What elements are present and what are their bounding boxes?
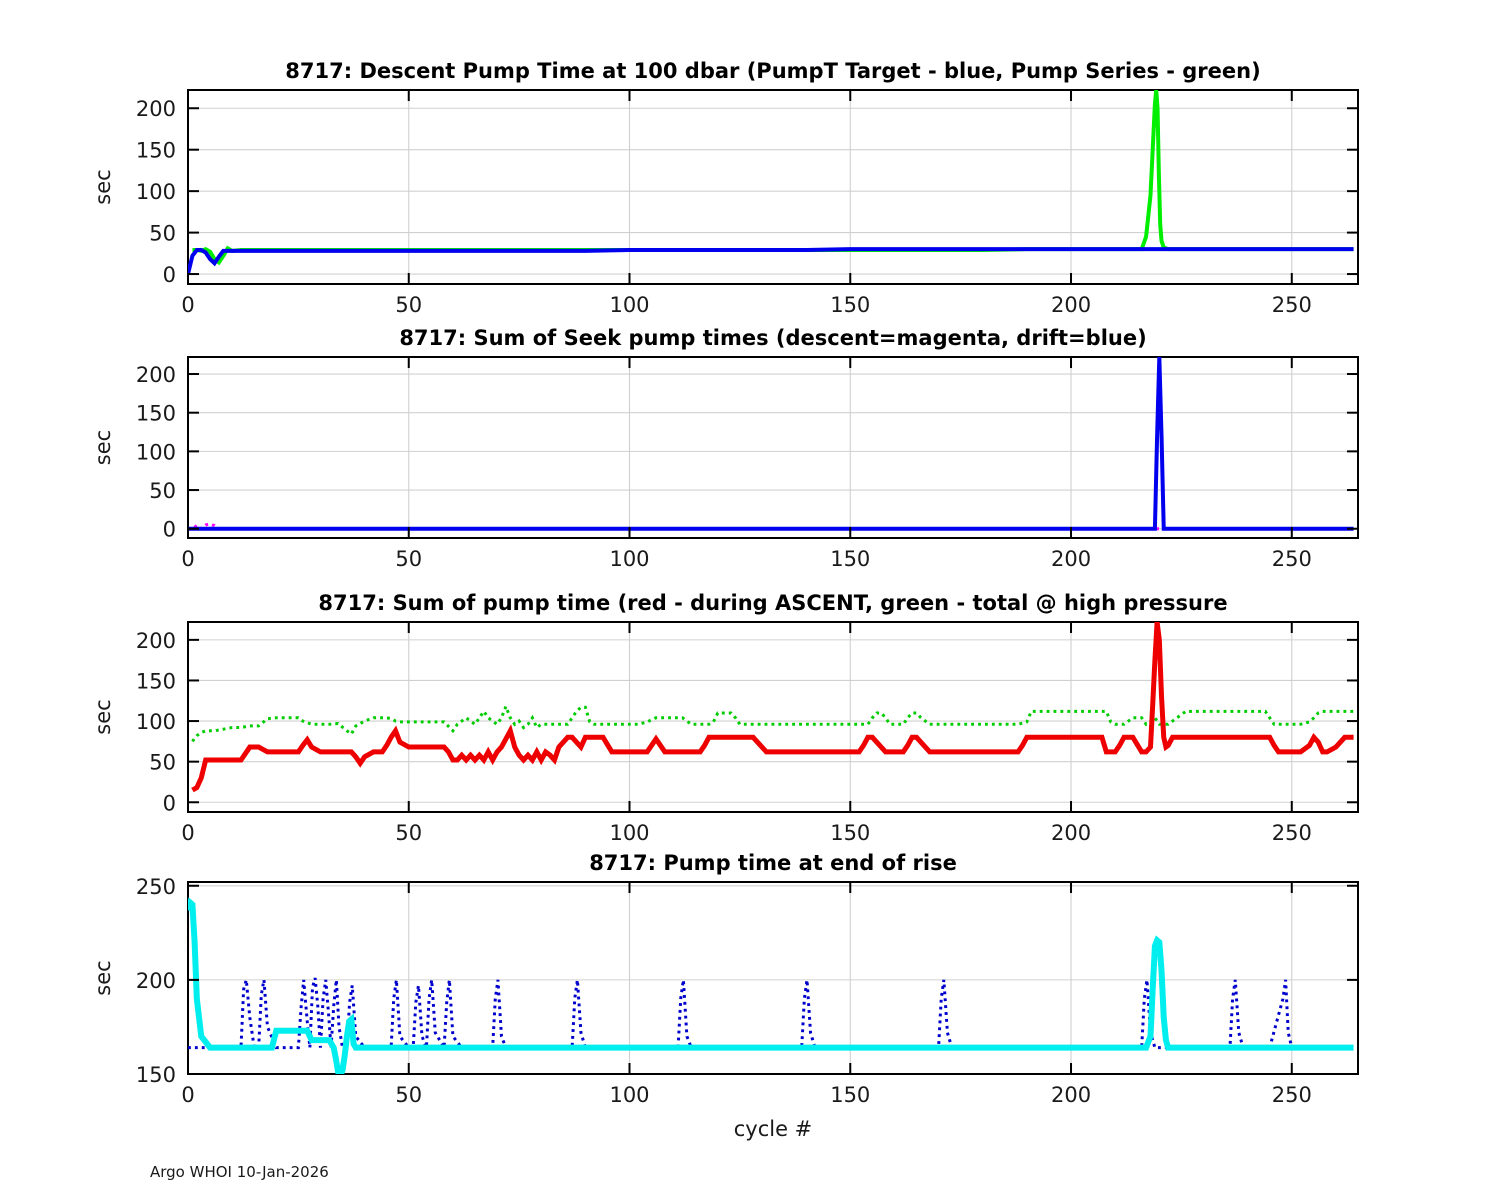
y-tick-label: 50 — [149, 751, 176, 775]
series-spikes — [188, 977, 1328, 1053]
y-tick-label: 150 — [136, 1063, 176, 1087]
panel-2-title: 8717: Sum of Seek pump times (descent=ma… — [399, 326, 1146, 350]
y-tick-label: 150 — [136, 402, 176, 426]
x-tick-label: 150 — [830, 821, 870, 845]
y-tick-label: 100 — [136, 710, 176, 734]
y-tick-label: 200 — [136, 629, 176, 653]
x-tick-label: 250 — [1272, 1083, 1312, 1107]
series-pumpt-target — [188, 247, 1354, 275]
panel-3: 8717: Sum of pump time (red - during ASC… — [91, 591, 1359, 845]
x-tick-label: 0 — [181, 1083, 194, 1107]
series-pump-time — [188, 897, 1354, 1074]
panel-3-series-layer — [191, 622, 1354, 793]
panel-4-y-axis-label: sec — [91, 960, 115, 995]
y-tick-label: 150 — [136, 139, 176, 163]
panel-3-title: 8717: Sum of pump time (red - during ASC… — [318, 591, 1227, 615]
panel-2-y-axis-label: sec — [91, 430, 115, 465]
x-tick-label: 200 — [1051, 547, 1091, 571]
panel-1-title: 8717: Descent Pump Time at 100 dbar (Pum… — [285, 59, 1260, 83]
panel-1-series-layer — [188, 90, 1354, 275]
x-tick-label: 100 — [609, 293, 649, 317]
x-tick-label: 50 — [395, 821, 422, 845]
x-tick-label: 150 — [830, 547, 870, 571]
y-tick-label: 100 — [136, 180, 176, 204]
x-tick-label: 250 — [1272, 293, 1312, 317]
footer-credit: Argo WHOI 10-Jan-2026 — [150, 1163, 329, 1181]
x-tick-label: 250 — [1272, 821, 1312, 845]
y-tick-label: 150 — [136, 669, 176, 693]
series-during-ascent — [191, 622, 1354, 793]
panel-2-plot-frame — [187, 356, 1359, 539]
y-tick-label: 100 — [136, 440, 176, 464]
x-tick-label: 150 — [830, 1083, 870, 1107]
x-tick-label: 100 — [609, 821, 649, 845]
x-tick-label: 50 — [395, 293, 422, 317]
panels-group: 8717: Descent Pump Time at 100 dbar (Pum… — [91, 59, 1359, 1141]
y-tick-label: 200 — [136, 969, 176, 993]
panel-1-y-axis-label: sec — [91, 169, 115, 204]
y-tick-label: 0 — [163, 518, 176, 542]
panel-2: 8717: Sum of Seek pump times (descent=ma… — [91, 326, 1359, 571]
x-tick-label: 0 — [181, 547, 194, 571]
y-tick-label: 50 — [149, 222, 176, 246]
y-tick-label: 50 — [149, 479, 176, 503]
x-tick-label: 250 — [1272, 547, 1312, 571]
x-tick-label: 0 — [181, 821, 194, 845]
x-tick-label: 0 — [181, 293, 194, 317]
panel-1: 8717: Descent Pump Time at 100 dbar (Pum… — [91, 59, 1359, 317]
x-tick-label: 100 — [609, 547, 649, 571]
x-tick-label: 150 — [830, 293, 870, 317]
y-tick-label: 0 — [163, 263, 176, 287]
x-tick-label: 50 — [395, 1083, 422, 1107]
x-tick-label: 200 — [1051, 293, 1091, 317]
panel-4-series-layer — [188, 897, 1354, 1074]
panel-4-title: 8717: Pump time at end of rise — [589, 851, 957, 875]
panel-4: 8717: Pump time at end of rise 150 200 250 0… — [91, 851, 1359, 1141]
y-tick-label: 200 — [136, 363, 176, 387]
x-tick-label: 200 — [1051, 1083, 1091, 1107]
x-tick-label: 100 — [609, 1083, 649, 1107]
x-tick-label: 50 — [395, 547, 422, 571]
y-tick-label: 200 — [136, 97, 176, 121]
panel-3-plot-frame — [187, 621, 1359, 813]
series-drift — [188, 357, 1354, 531]
x-tick-label: 200 — [1051, 821, 1091, 845]
y-tick-label: 0 — [163, 791, 176, 815]
y-tick-label: 250 — [136, 875, 176, 899]
panel-2-series-layer — [188, 357, 1354, 531]
panel-3-y-axis-label: sec — [91, 699, 115, 734]
panel-1-plot-frame — [187, 89, 1359, 285]
x-axis-label: cycle # — [734, 1117, 813, 1141]
